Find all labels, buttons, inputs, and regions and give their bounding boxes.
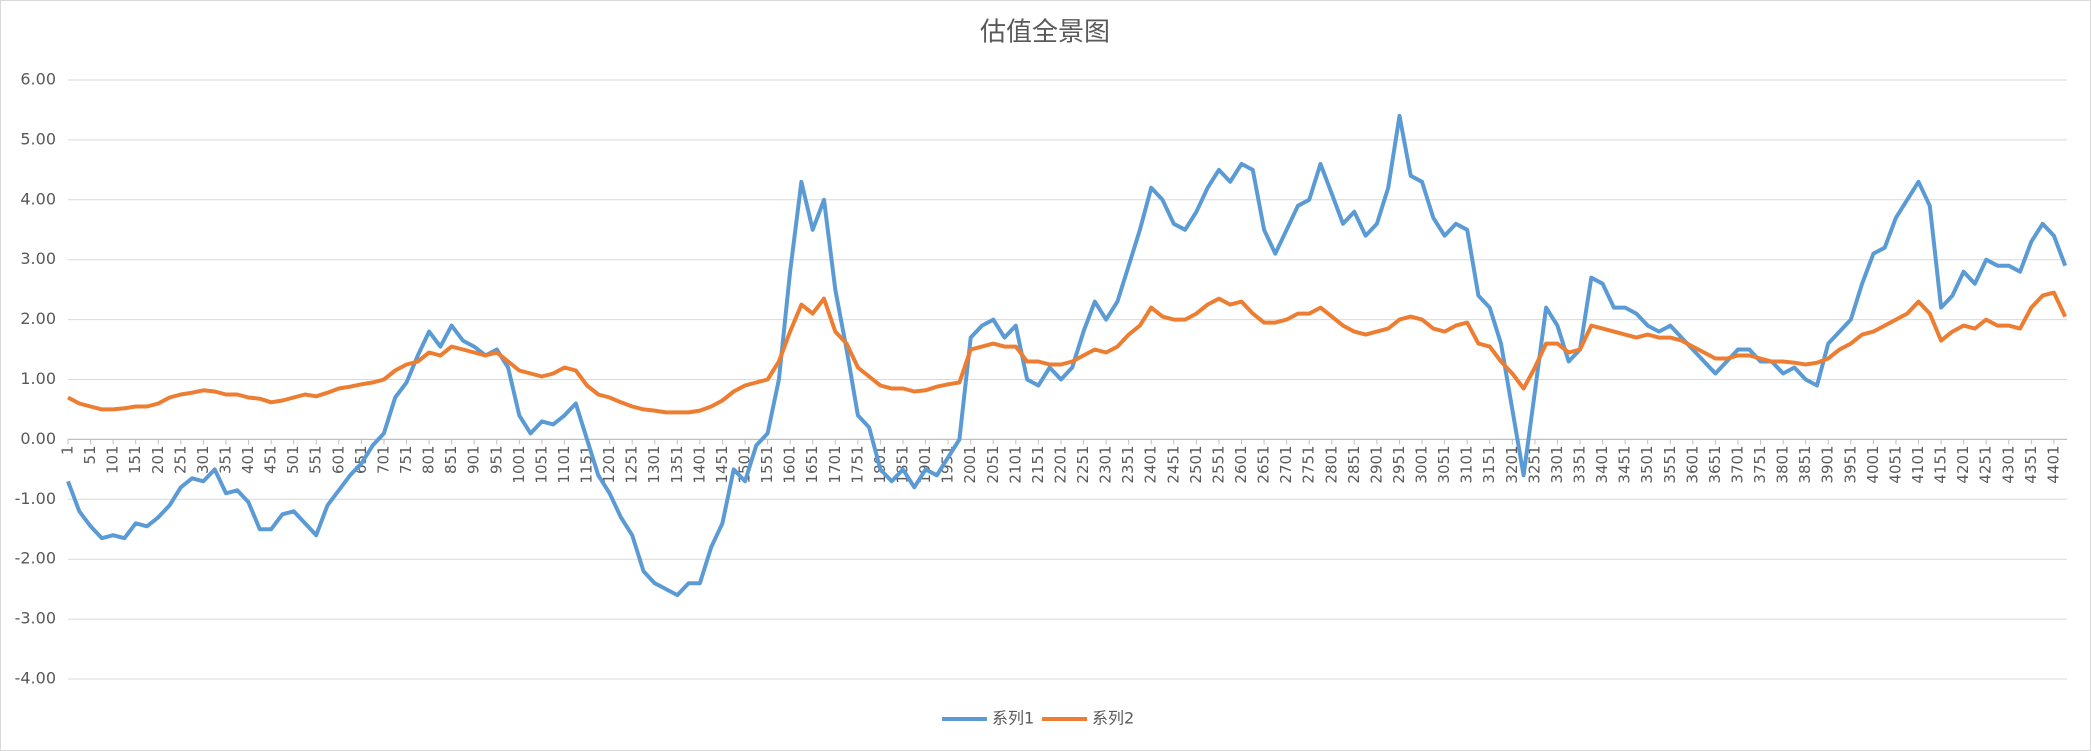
x-tick-label: 3201 (1503, 445, 1521, 483)
x-tick-label: 351 (216, 445, 234, 474)
x-tick-label: 2401 (1142, 445, 1160, 483)
y-tick-label: 1.00 (20, 369, 56, 388)
x-tick-label: 4401 (2044, 445, 2062, 483)
x-tick-label: 3901 (1819, 445, 1837, 483)
x-tick-label: 701 (374, 445, 392, 474)
x-tick-label: 1601 (781, 445, 799, 483)
x-tick-label: 3151 (1480, 445, 1498, 483)
x-tick-label: 1 (59, 445, 77, 455)
x-tick-label: 2451 (1164, 445, 1182, 483)
x-tick-label: 2651 (1255, 445, 1273, 483)
x-tick-label: 501 (284, 445, 302, 474)
x-tick-label: 3351 (1571, 445, 1589, 483)
x-tick-label: 751 (397, 445, 415, 474)
x-tick-label: 1301 (645, 445, 663, 483)
x-tick-label: 1951 (939, 445, 957, 483)
series-line (67, 290, 2068, 415)
x-tick-label: 4101 (1909, 445, 1927, 483)
x-tick-label: 601 (329, 445, 347, 474)
x-tick-label: 2201 (1051, 445, 1069, 483)
x-tick-label: 101 (104, 445, 122, 474)
x-tick-label: 3801 (1774, 445, 1792, 483)
x-tick-label: 3651 (1706, 445, 1724, 483)
x-tick-label: 1401 (690, 445, 708, 483)
x-tick-label: 451 (262, 445, 280, 474)
y-tick-label: 2.00 (20, 309, 56, 328)
x-tick-label: 2601 (1232, 445, 1250, 483)
x-tick-label: 151 (126, 445, 144, 474)
x-tick-label: 2551 (1209, 445, 1227, 483)
x-tick-label: 1051 (532, 445, 550, 483)
x-tick-label: 3301 (1548, 445, 1566, 483)
y-tick-label: 6.00 (20, 70, 56, 89)
x-tick-label: 251 (171, 445, 189, 474)
x-tick-label: 2151 (1029, 445, 1047, 483)
x-tick-label: 951 (487, 445, 505, 474)
x-tick-label: 2851 (1345, 445, 1363, 483)
x-tick-label: 3551 (1661, 445, 1679, 483)
y-tick-label: -4.00 (15, 669, 56, 688)
x-tick-label: 851 (442, 445, 460, 474)
y-tick-label: 5.00 (20, 129, 56, 148)
x-tick-label: 2051 (984, 445, 1002, 483)
x-tick-label: 1451 (713, 445, 731, 483)
x-tick-label: 401 (239, 445, 257, 474)
x-tick-label: 51 (81, 445, 99, 464)
x-tick-label: 1751 (848, 445, 866, 483)
x-tick-label: 2701 (1277, 445, 1295, 483)
x-tick-label: 3751 (1751, 445, 1769, 483)
x-tick-label: 2101 (1006, 445, 1024, 483)
x-tick-label: 4251 (1977, 445, 1995, 483)
x-tick-label: 4351 (2022, 445, 2040, 483)
x-tick-label: 4151 (1932, 445, 1950, 483)
y-tick-label: -3.00 (15, 609, 56, 628)
x-tick-label: 3401 (1593, 445, 1611, 483)
x-tick-label: 3451 (1616, 445, 1634, 483)
x-tick-label: 2801 (1322, 445, 1340, 483)
x-tick-label: 2501 (1187, 445, 1205, 483)
y-tick-label: 0.00 (20, 429, 56, 448)
x-tick-label: 3851 (1796, 445, 1814, 483)
x-tick-label: 1351 (668, 445, 686, 483)
legend-label: 系列1 (992, 709, 1034, 728)
x-tick-label: 3051 (1435, 445, 1453, 483)
x-tick-label: 3001 (1413, 445, 1431, 483)
x-tick-label: 2951 (1390, 445, 1408, 483)
x-tick-label: 4051 (1886, 445, 1904, 483)
x-tick-label: 3251 (1525, 445, 1543, 483)
x-tick-label: 2301 (1097, 445, 1115, 483)
y-tick-label: 4.00 (20, 189, 56, 208)
chart-title: 估值全景图 (980, 18, 1110, 48)
x-tick-label: 2751 (1300, 445, 1318, 483)
x-tick-label: 2001 (961, 445, 979, 483)
x-tick-label: 4301 (1999, 445, 2017, 483)
x-tick-label: 1201 (600, 445, 618, 483)
y-tick-label: -1.00 (15, 489, 56, 508)
x-tick-label: 1551 (758, 445, 776, 483)
y-tick-label: -2.00 (15, 549, 56, 568)
x-tick-label: 201 (149, 445, 167, 474)
x-tick-label: 3951 (1841, 445, 1859, 483)
x-tick-label: 801 (420, 445, 438, 474)
x-tick-label: 1001 (510, 445, 528, 483)
x-tick-label: 1651 (803, 445, 821, 483)
x-tick-label: 4201 (1954, 445, 1972, 483)
x-tick-label: 3701 (1728, 445, 1746, 483)
x-tick-label: 301 (194, 445, 212, 474)
x-tick-label: 1251 (623, 445, 641, 483)
x-tick-label: 3501 (1638, 445, 1656, 483)
x-tick-label: 2901 (1367, 445, 1385, 483)
x-tick-label: 4001 (1864, 445, 1882, 483)
y-tick-label: 3.00 (20, 249, 56, 268)
x-tick-label: 551 (307, 445, 325, 474)
legend-label: 系列2 (1092, 709, 1134, 728)
x-tick-label: 1101 (555, 445, 573, 483)
x-tick-label: 2351 (1119, 445, 1137, 483)
x-tick-label: 3601 (1683, 445, 1701, 483)
x-tick-label: 3101 (1458, 445, 1476, 483)
x-tick-label: 901 (465, 445, 483, 474)
x-tick-label: 1701 (826, 445, 844, 483)
x-tick-label: 2251 (1074, 445, 1092, 483)
